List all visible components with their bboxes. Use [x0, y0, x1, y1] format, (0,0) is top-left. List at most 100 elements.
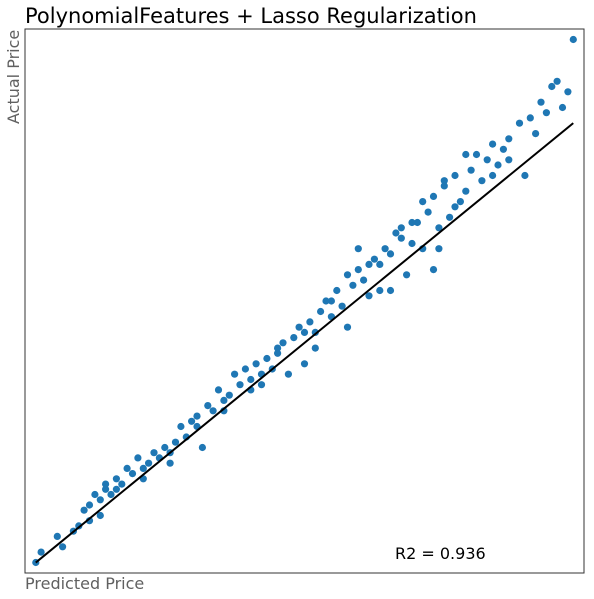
data-point	[102, 485, 110, 493]
data-point	[274, 344, 282, 352]
data-point	[472, 150, 481, 159]
data-point	[274, 349, 282, 357]
data-point	[188, 417, 196, 425]
data-point	[386, 286, 395, 295]
data-point	[145, 459, 153, 467]
data-point	[553, 77, 561, 85]
data-point	[413, 218, 421, 227]
data-point	[198, 443, 206, 452]
data-point	[365, 260, 373, 268]
data-point	[526, 114, 534, 122]
data-point	[161, 443, 169, 452]
points-layer	[32, 35, 577, 567]
data-point	[327, 297, 335, 305]
data-point	[166, 459, 174, 467]
data-point	[37, 548, 45, 556]
data-point	[257, 381, 266, 389]
data-point	[462, 187, 470, 195]
data-point	[515, 119, 524, 127]
data-point	[376, 286, 384, 295]
data-point	[134, 454, 142, 462]
data-point	[397, 224, 405, 232]
data-point	[462, 150, 470, 159]
data-point	[376, 260, 384, 268]
data-point	[290, 334, 298, 342]
data-point	[489, 171, 497, 180]
data-point	[467, 166, 475, 174]
data-point	[112, 485, 120, 493]
data-point	[306, 318, 314, 326]
data-point	[435, 245, 443, 253]
data-point	[214, 386, 223, 394]
data-point	[532, 130, 540, 138]
x-axis-label: Predicted Price	[25, 574, 144, 593]
data-point	[128, 470, 137, 478]
data-point	[177, 422, 185, 431]
data-point	[209, 407, 217, 415]
data-point	[300, 328, 309, 336]
data-point	[322, 297, 330, 305]
data-point	[225, 391, 233, 399]
data-point	[521, 171, 529, 180]
data-point	[429, 192, 438, 200]
data-point	[247, 375, 255, 384]
data-point	[150, 449, 158, 457]
data-point	[338, 302, 346, 310]
data-point	[381, 245, 389, 253]
data-point	[96, 496, 104, 504]
data-point	[53, 532, 61, 541]
data-point	[360, 276, 368, 284]
data-point	[440, 182, 448, 190]
data-point	[403, 271, 411, 279]
data-point	[279, 339, 287, 347]
chart-title: PolynomialFeatures + Lasso Regularizatio…	[25, 4, 477, 28]
plot-area-frame	[24, 28, 585, 574]
data-point	[118, 480, 126, 488]
y-axis-label: Actual Price	[4, 30, 23, 124]
data-point	[284, 370, 292, 378]
data-point	[408, 218, 416, 227]
data-point	[343, 323, 352, 331]
data-point	[236, 381, 244, 389]
data-point	[171, 438, 180, 446]
data-point	[370, 255, 378, 263]
data-point	[537, 98, 545, 106]
data-point	[365, 292, 373, 300]
data-point	[317, 307, 325, 316]
data-point	[241, 365, 249, 373]
data-point	[483, 156, 491, 164]
data-point	[91, 490, 99, 499]
data-point	[386, 250, 395, 258]
r2-annotation: R2 = 0.936	[395, 544, 486, 563]
data-point	[204, 402, 212, 410]
data-point	[333, 286, 341, 295]
data-point	[59, 543, 67, 551]
data-point	[429, 266, 438, 274]
data-point	[96, 511, 104, 520]
data-point	[564, 88, 572, 96]
data-point	[102, 480, 110, 488]
data-point	[80, 506, 88, 514]
data-point	[408, 239, 416, 248]
data-point	[478, 177, 486, 185]
data-point	[139, 464, 147, 472]
data-point	[558, 103, 567, 112]
data-point	[446, 213, 454, 221]
data-point	[440, 177, 448, 185]
data-point	[505, 156, 513, 164]
data-point	[349, 281, 357, 289]
data-point	[569, 35, 577, 44]
data-point	[252, 360, 260, 368]
data-point	[424, 208, 432, 216]
data-point	[419, 198, 427, 206]
data-point	[107, 490, 115, 499]
data-point	[85, 501, 94, 509]
data-point	[494, 161, 502, 169]
data-point	[397, 234, 405, 242]
data-point	[295, 323, 303, 331]
data-point	[456, 198, 464, 206]
data-point	[451, 171, 459, 180]
data-point	[123, 464, 131, 472]
data-point	[343, 271, 352, 279]
